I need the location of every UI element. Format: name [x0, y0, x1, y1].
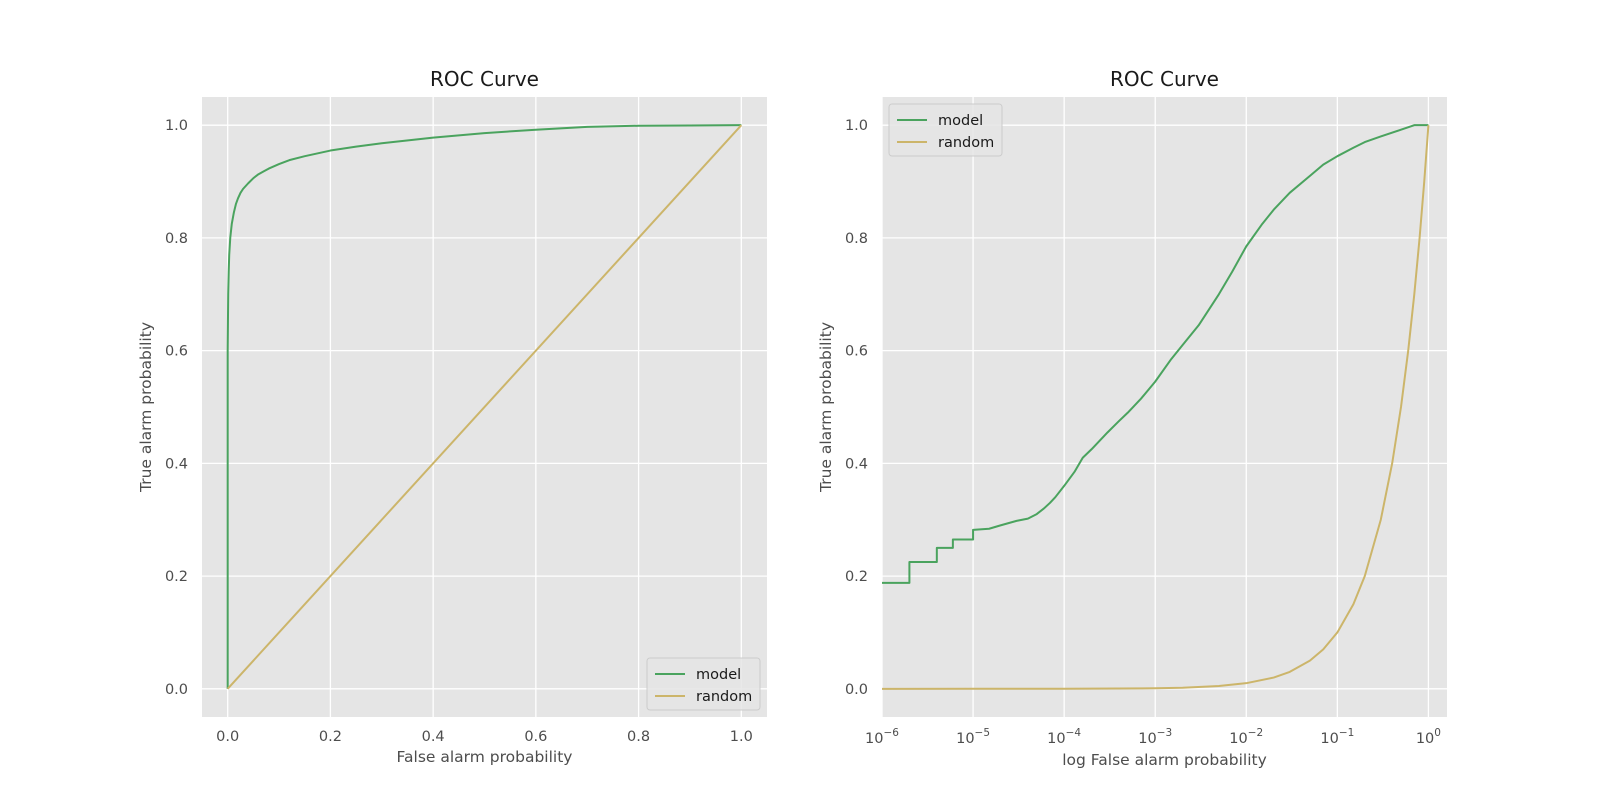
- right-y-tick-label: 0.0: [845, 682, 868, 698]
- left-legend: model random: [646, 657, 761, 711]
- tick-exponent: −4: [1066, 727, 1082, 739]
- right-x-tick-label: 10−2: [1229, 727, 1263, 747]
- right-y-axis-label: True alarm probability: [817, 322, 835, 493]
- left-series-random-line: [226, 124, 743, 690]
- left-series-model-line: [226, 124, 742, 689]
- right-x-axis-label: log False alarm probability: [1062, 751, 1267, 769]
- left-y-tick-label: 0.4: [165, 456, 188, 472]
- right-legend: model random: [888, 103, 1003, 157]
- left-legend-label-model: model: [696, 667, 741, 683]
- right-legend-label-model: model: [938, 113, 983, 129]
- left-chart-title: ROC Curve: [430, 67, 539, 91]
- right-y-tick-label: 0.8: [845, 231, 868, 247]
- right-x-tick-label: 10−3: [1138, 727, 1172, 747]
- tick-exponent: −1: [1339, 727, 1354, 739]
- left-x-axis-label: False alarm probability: [397, 748, 573, 766]
- right-chart-panel: 10−6 10−5 10−4 10−3 10−2 10−1 1000.00.20.40.60…: [817, 67, 1447, 769]
- right-series-random-line: [881, 125, 1430, 690]
- right-plot-area: [882, 97, 1447, 717]
- tick-exponent: −6: [883, 727, 899, 739]
- left-chart-panel: 0.0 0.2 0.4 0.6 0.8 1.0 0.0 0.2 0.4 0.6 0.8 1.0 ROC …: [137, 67, 767, 766]
- left-y-tick-label: 0.2: [165, 569, 188, 585]
- right-y-tick-label: 0.4: [845, 456, 868, 472]
- tick-base: 10: [1416, 731, 1434, 747]
- left-y-tick-label: 0.6: [165, 344, 188, 360]
- right-chart-title: ROC Curve: [1110, 67, 1219, 91]
- right-x-tick-label: 10−6: [865, 727, 899, 747]
- left-y-tick-label: 0.8: [165, 231, 188, 247]
- right-x-tick-label: 100: [1416, 727, 1441, 747]
- left-x-tick-label: 0.4: [422, 729, 445, 745]
- left-x-tick-label: 0.8: [627, 729, 650, 745]
- tick-base: 10: [1047, 731, 1065, 747]
- left-y-tick-label: 0.0: [165, 682, 188, 698]
- left-x-tick-label: 0.6: [524, 729, 547, 745]
- right-y-tick-label: 0.6: [845, 344, 868, 360]
- right-legend-label-random: random: [938, 135, 994, 151]
- tick-base: 10: [956, 731, 974, 747]
- tick-base: 10: [1229, 731, 1247, 747]
- left-x-tick-label: 1.0: [730, 729, 753, 745]
- right-x-tick-label: 10−5: [956, 727, 990, 747]
- right-series-model-line: [882, 124, 1429, 584]
- left-x-tick-label: 0.2: [319, 729, 342, 745]
- right-y-tick-label: 0.2: [845, 569, 868, 585]
- left-y-tick-label: 1.0: [165, 118, 188, 134]
- right-y-tick-label: 1.0: [845, 118, 868, 134]
- tick-base: 10: [865, 731, 883, 747]
- left-x-tick-label: 0.0: [216, 729, 239, 745]
- right-x-tick-label: 10−1: [1320, 727, 1354, 747]
- tick-exponent: −3: [1157, 727, 1172, 739]
- tick-base: 10: [1138, 731, 1156, 747]
- left-legend-label-random: random: [696, 689, 752, 705]
- tick-exponent: −5: [975, 727, 990, 739]
- tick-exponent: 0: [1434, 727, 1441, 739]
- right-x-tick-label: 10−4: [1047, 727, 1081, 747]
- tick-base: 10: [1320, 731, 1338, 747]
- tick-exponent: −2: [1248, 727, 1263, 739]
- left-y-axis-label: True alarm probability: [137, 322, 155, 493]
